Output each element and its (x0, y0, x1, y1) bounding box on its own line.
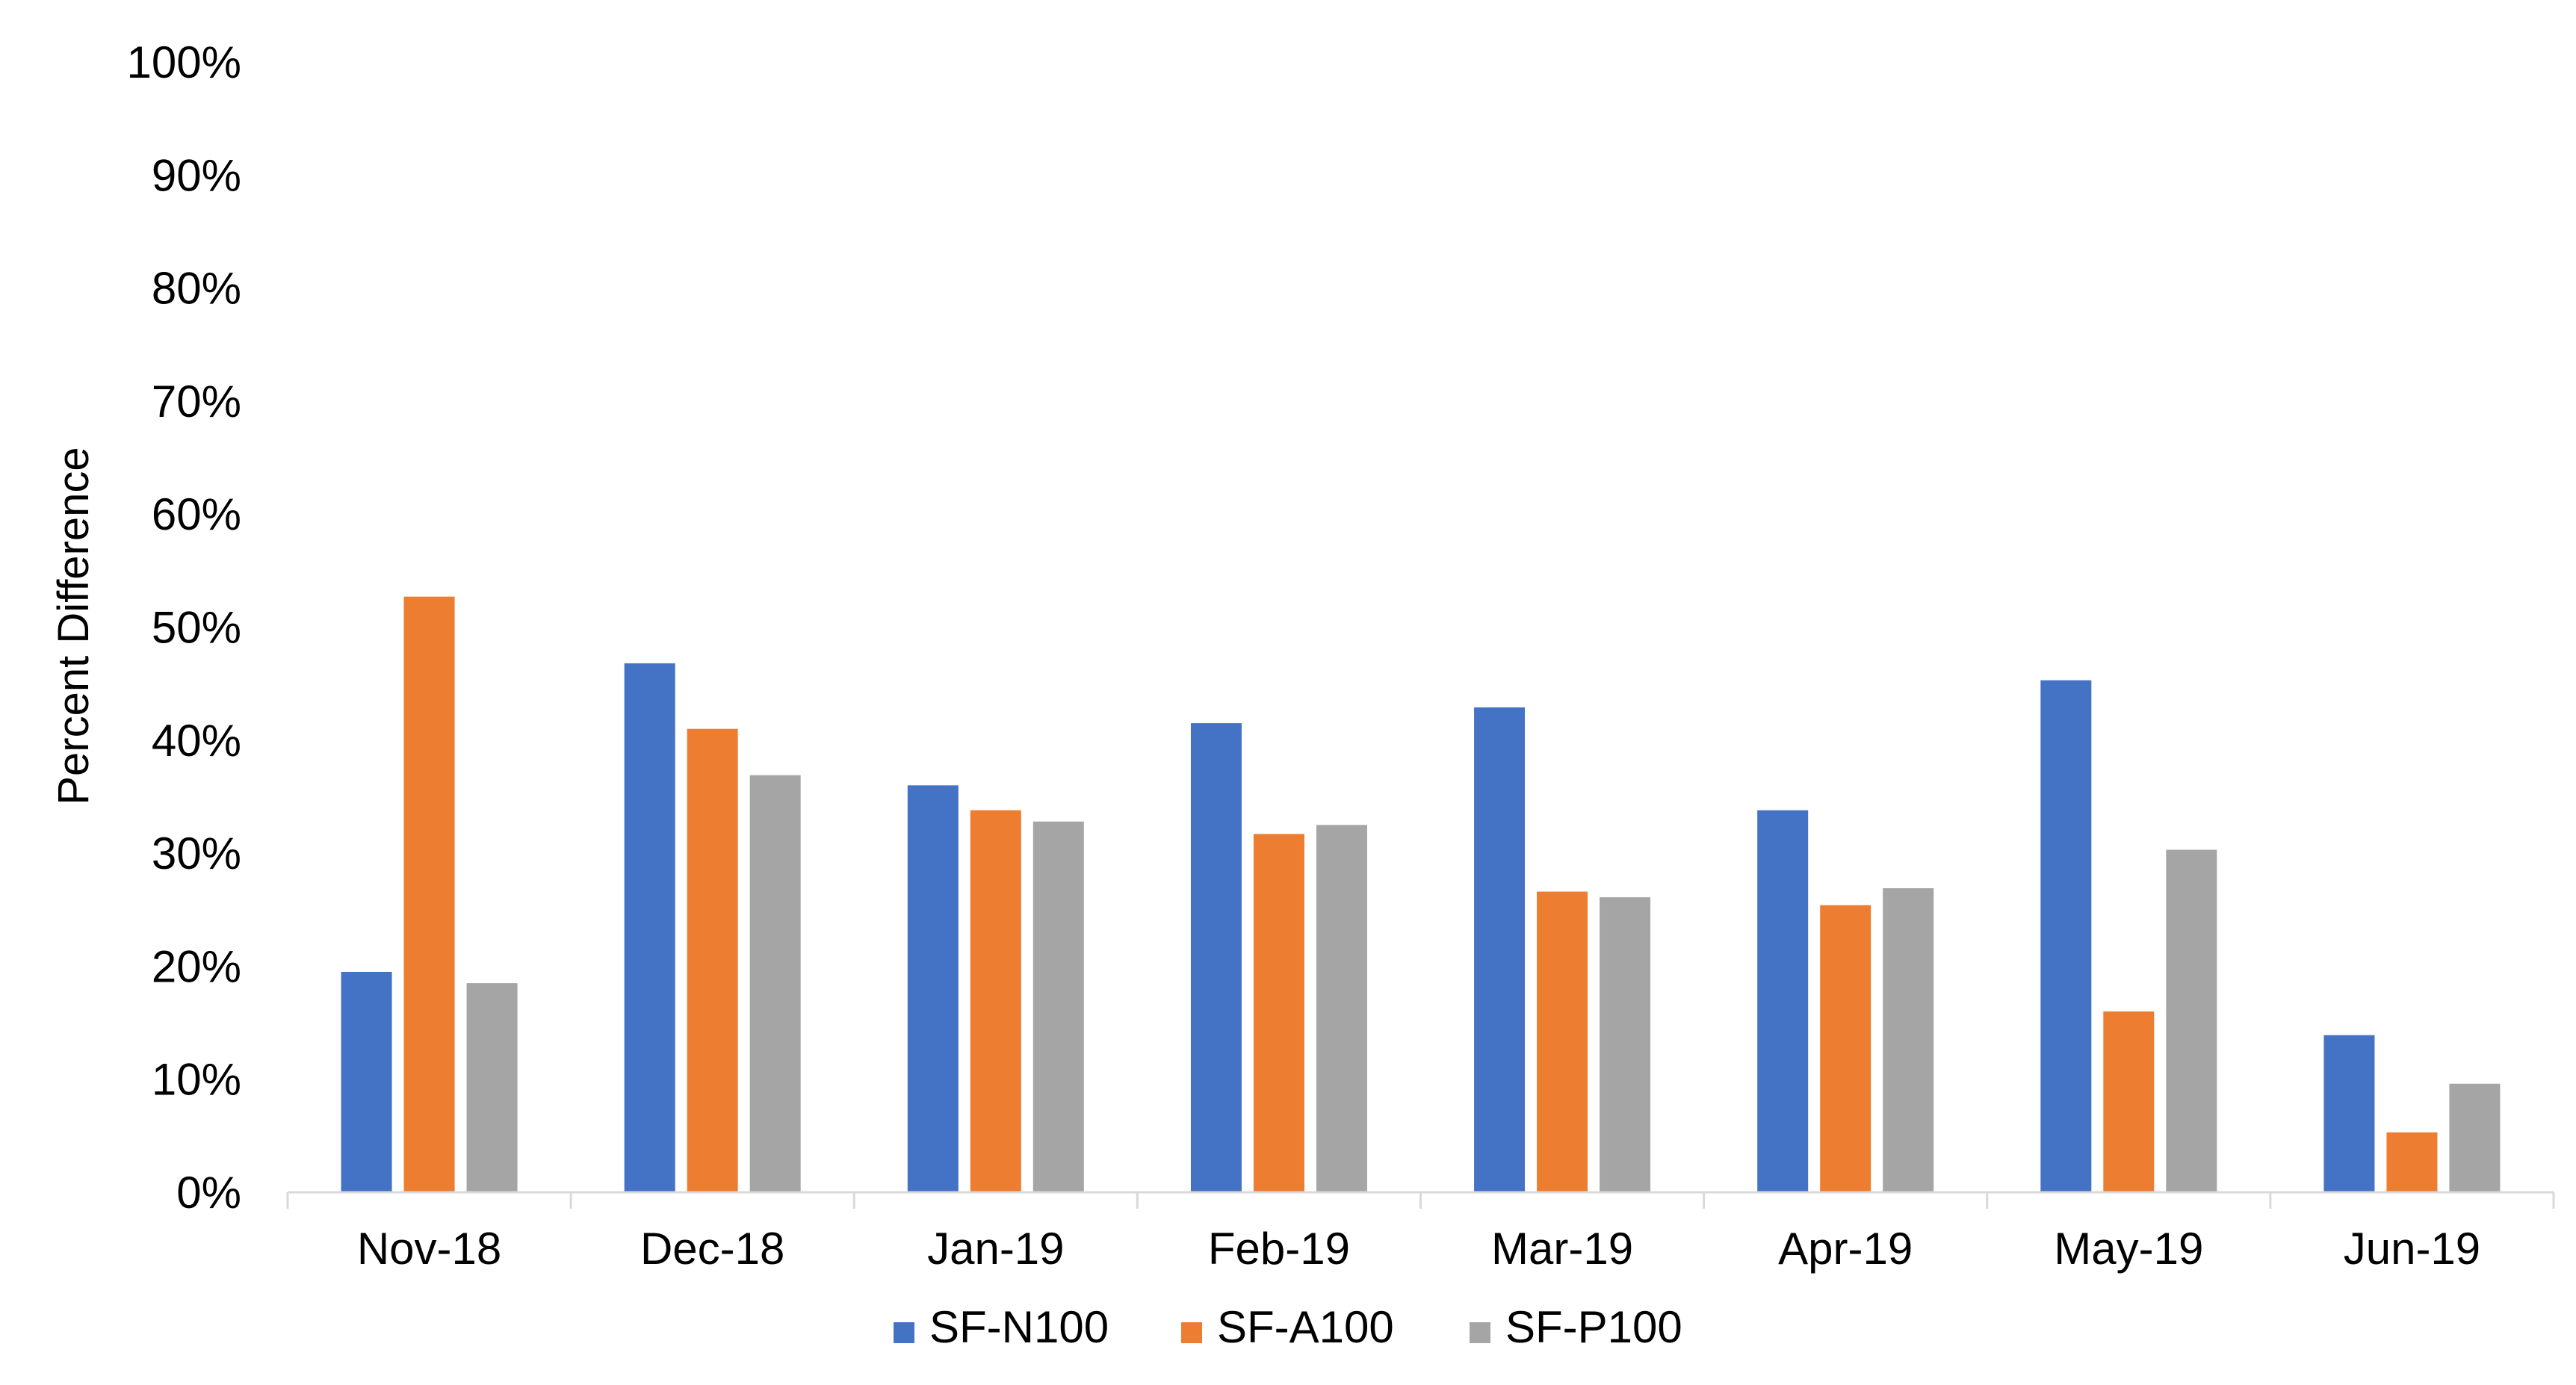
bars (341, 596, 2501, 1192)
bar-sf-a100-may-19 (2103, 1011, 2155, 1192)
y-tick-label: 60% (152, 489, 241, 539)
bar-sf-a100-dec-18 (687, 728, 738, 1192)
y-tick-label: 90% (152, 150, 241, 200)
bar-sf-n100-apr-19 (1757, 810, 1809, 1192)
y-axis-ticks: 0% 10% 20% 30% 40% 50% 60% 70% 80% 90% 100% (127, 37, 241, 1218)
bar-sf-a100-jun-19 (2386, 1132, 2438, 1192)
bar-sf-n100-dec-18 (624, 663, 675, 1192)
legend-label-sf-p100: SF-P100 (1505, 1302, 1682, 1352)
bar-sf-n100-nov-18 (341, 971, 392, 1192)
bar-sf-p100-nov-18 (466, 983, 518, 1192)
legend-swatch-sf-a100 (1181, 1322, 1202, 1343)
y-tick-label: 10% (152, 1055, 241, 1105)
x-axis-ticks: Nov-18 Dec-18 Jan-19 Feb-19 Mar-19 Apr-19 May-… (357, 1224, 2480, 1274)
bar-sf-a100-feb-19 (1253, 834, 1304, 1192)
bar-sf-a100-jan-19 (970, 810, 1021, 1192)
legend-label-sf-a100: SF-A100 (1217, 1302, 1394, 1352)
legend: SF-N100 SF-A100 SF-P100 (894, 1302, 1682, 1352)
bar-sf-a100-nov-18 (403, 596, 455, 1192)
x-axis (286, 1191, 2555, 1209)
x-tick-label: Nov-18 (357, 1224, 501, 1274)
bar-sf-n100-jun-19 (2323, 1035, 2375, 1192)
y-tick-label: 80% (152, 264, 241, 314)
x-tick-label: Jan-19 (927, 1224, 1064, 1274)
bar-sf-n100-feb-19 (1190, 723, 1242, 1192)
x-tick-label: Feb-19 (1208, 1224, 1350, 1274)
x-tick-label: Mar-19 (1491, 1224, 1633, 1274)
y-tick-label: 0% (176, 1168, 241, 1218)
bar-sf-n100-jan-19 (907, 785, 959, 1192)
x-tick-label: Apr-19 (1778, 1224, 1913, 1274)
y-tick-label: 70% (152, 377, 241, 427)
bar-sf-p100-jan-19 (1032, 821, 1084, 1192)
bar-sf-n100-mar-19 (1474, 707, 1526, 1192)
x-tick-label: Jun-19 (2344, 1224, 2480, 1274)
y-tick-label: 20% (152, 941, 241, 991)
y-tick-label: 50% (152, 603, 241, 653)
bar-sf-a100-apr-19 (1820, 905, 1871, 1192)
bar-sf-a100-mar-19 (1537, 891, 1588, 1192)
bar-sf-n100-may-19 (2040, 680, 2092, 1192)
x-tick-label: Dec-18 (640, 1224, 784, 1274)
bar-sf-p100-feb-19 (1316, 825, 1367, 1192)
bar-sf-p100-jun-19 (2449, 1083, 2501, 1192)
bar-sf-p100-may-19 (2166, 849, 2217, 1192)
legend-swatch-sf-n100 (894, 1322, 914, 1343)
legend-swatch-sf-p100 (1470, 1322, 1490, 1343)
bar-sf-p100-apr-19 (1883, 888, 1934, 1192)
bar-sf-p100-dec-18 (749, 775, 801, 1192)
bar-sf-p100-mar-19 (1600, 897, 1651, 1192)
y-tick-label: 40% (152, 716, 241, 766)
y-tick-label: 100% (127, 37, 241, 87)
y-tick-label: 30% (152, 828, 241, 879)
legend-label-sf-n100: SF-N100 (929, 1302, 1109, 1352)
x-tick-label: May-19 (2054, 1224, 2203, 1274)
y-axis-title: Percent Difference (49, 447, 98, 805)
